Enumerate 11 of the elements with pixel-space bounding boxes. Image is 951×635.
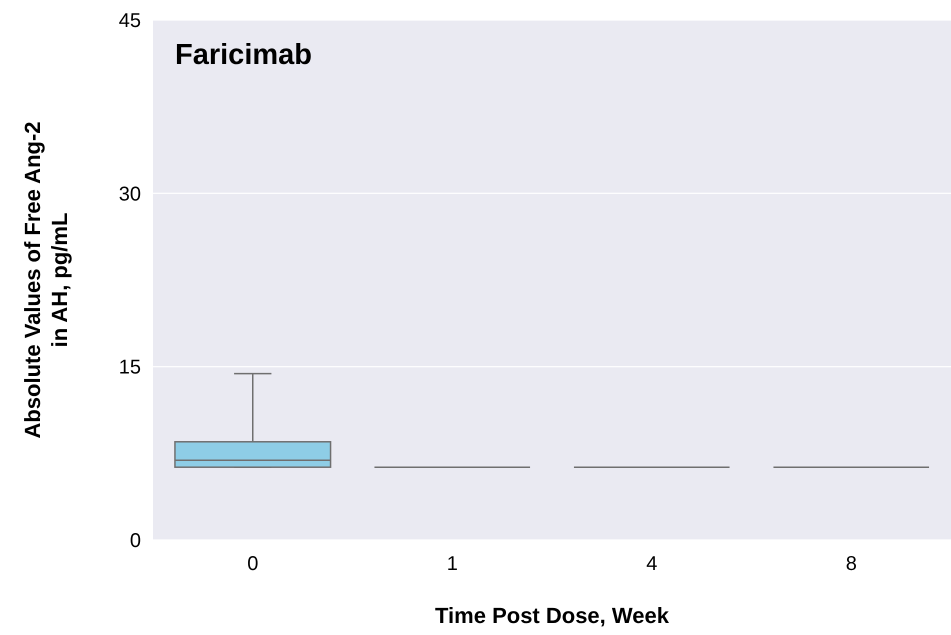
x-tick-label: 1 bbox=[446, 553, 458, 575]
x-tick-label: 0 bbox=[247, 553, 258, 575]
x-tick-label: 8 bbox=[846, 553, 857, 575]
y-tick-label: 15 bbox=[118, 356, 141, 379]
x-axis-title: Time Post Dose, Week bbox=[435, 603, 670, 628]
x-tick-label: 4 bbox=[646, 553, 658, 575]
y-tick-label: 30 bbox=[118, 183, 141, 206]
y-tick-label: 45 bbox=[118, 10, 141, 32]
y-axis-title: Absolute Values of Free Ang-2 in AH, pg/mL bbox=[20, 121, 72, 439]
text: Faricimab bbox=[175, 39, 312, 71]
y-tick-label: 0 bbox=[130, 530, 141, 552]
